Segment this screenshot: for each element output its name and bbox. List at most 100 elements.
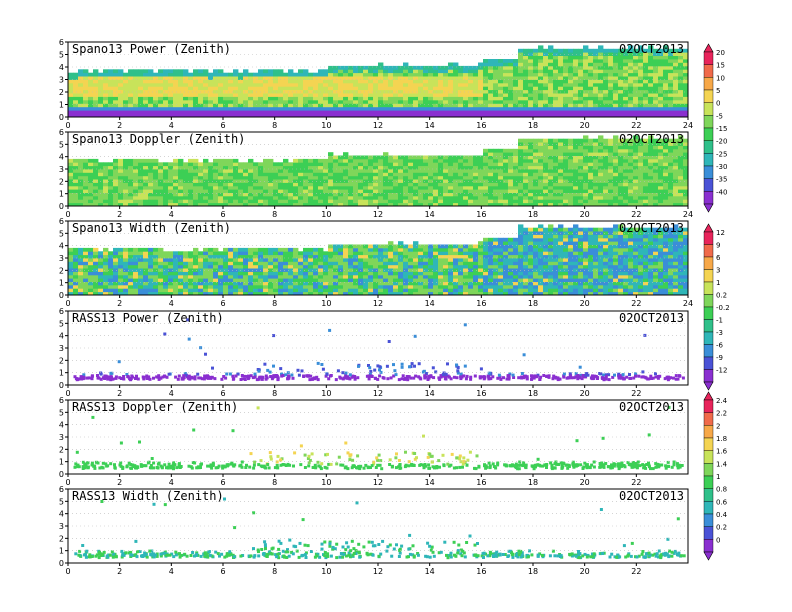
heatmap-cell	[368, 93, 374, 97]
heatmap-cell	[388, 165, 394, 170]
heatmap-cell	[158, 258, 164, 262]
heatmap-cell	[378, 106, 384, 111]
heatmap-cell	[238, 182, 244, 187]
heatmap-cell	[633, 82, 639, 87]
heatmap-cell	[208, 189, 214, 193]
heatmap-cell	[213, 261, 219, 266]
heatmap-cell	[518, 72, 524, 77]
heatmap-cell	[498, 192, 504, 197]
heatmap-cell	[533, 162, 539, 167]
heatmap-cell	[343, 100, 349, 104]
heatmap-cell	[243, 72, 249, 77]
heatmap-cell	[528, 162, 534, 167]
heatmap-cell	[568, 79, 574, 84]
heatmap-cell	[208, 86, 214, 91]
heatmap-cell	[243, 100, 249, 104]
heatmap-cell	[433, 165, 439, 170]
heatmap-cell	[578, 93, 584, 97]
heatmap-cell	[453, 103, 459, 108]
heatmap-cell	[528, 179, 534, 183]
heatmap-cell	[448, 162, 454, 167]
heatmap-cell	[78, 72, 84, 77]
heatmap-cell	[588, 52, 594, 56]
heatmap-cell	[178, 271, 184, 276]
heatmap-cell	[468, 110, 474, 114]
heatmap-cell	[658, 103, 664, 108]
heatmap-cell	[313, 271, 319, 276]
heatmap-cell	[523, 89, 529, 94]
heatmap-cell	[563, 202, 569, 207]
heatmap-cell	[368, 155, 374, 160]
heatmap-cell	[168, 195, 174, 200]
heatmap-cell	[293, 199, 299, 204]
heatmap-cell	[143, 268, 149, 272]
heatmap-cell	[633, 175, 639, 180]
heatmap-cell	[388, 258, 394, 262]
heatmap-cell	[288, 76, 294, 80]
heatmap-cell	[343, 264, 349, 269]
heatmap-cell	[568, 113, 574, 118]
heatmap-cell	[193, 179, 199, 183]
heatmap-cell	[328, 113, 334, 118]
heatmap-cell	[623, 86, 629, 91]
heatmap-cell	[513, 72, 519, 77]
heatmap-cell	[323, 110, 329, 114]
heatmap-cell	[633, 192, 639, 197]
heatmap-cell	[338, 155, 344, 160]
heatmap-cell	[153, 192, 159, 197]
heatmap-cell	[308, 264, 314, 269]
heatmap-cell	[623, 195, 629, 200]
heatmap-cell	[423, 89, 429, 94]
heatmap-cell	[648, 138, 654, 143]
heatmap-cell	[218, 258, 224, 262]
heatmap-cell	[93, 274, 99, 279]
heatmap-cell	[473, 69, 479, 74]
heatmap-cell	[673, 59, 679, 63]
heatmap-cell	[263, 175, 269, 180]
heatmap-cell	[673, 62, 679, 67]
heatmap-cell	[348, 103, 354, 108]
heatmap-cell	[388, 110, 394, 114]
heatmap-cell	[138, 199, 144, 204]
heatmap-cell	[408, 65, 414, 70]
heatmap-cell	[548, 138, 554, 143]
heatmap-cell	[503, 113, 509, 118]
heatmap-cell	[153, 261, 159, 266]
heatmap-cell	[198, 165, 204, 170]
heatmap-cell	[448, 106, 454, 111]
heatmap-cell	[208, 172, 214, 177]
heatmap-cell	[473, 195, 479, 200]
heatmap-cell	[73, 182, 79, 187]
heatmap-cell	[558, 142, 564, 146]
heatmap-cell	[663, 155, 669, 160]
heatmap-cell	[228, 158, 234, 163]
heatmap-cell	[358, 264, 364, 269]
heatmap-cell	[398, 169, 404, 173]
heatmap-cell	[568, 110, 574, 114]
heatmap-cell	[388, 155, 394, 160]
heatmap-cell	[308, 278, 314, 282]
heatmap-cell	[458, 192, 464, 197]
heatmap-cell	[553, 82, 559, 87]
heatmap-cell	[463, 165, 469, 170]
heatmap-cell	[633, 62, 639, 67]
heatmap-cell	[183, 271, 189, 276]
heatmap-cell	[113, 195, 119, 200]
heatmap-cell	[498, 96, 504, 101]
heatmap-cell	[213, 182, 219, 187]
heatmap-cell	[68, 288, 74, 293]
heatmap-cell	[193, 165, 199, 170]
heatmap-cell	[288, 165, 294, 170]
heatmap-cell	[508, 96, 514, 101]
heatmap-cell	[253, 195, 259, 200]
heatmap-cell	[128, 72, 134, 77]
heatmap-cell	[123, 254, 129, 259]
heatmap-cell	[248, 106, 254, 111]
heatmap-cell	[533, 152, 539, 156]
heatmap-cell	[483, 158, 489, 163]
heatmap-cell	[343, 281, 349, 286]
heatmap-cell	[388, 93, 394, 97]
heatmap-cell	[83, 182, 89, 187]
heatmap-cell	[678, 142, 684, 146]
